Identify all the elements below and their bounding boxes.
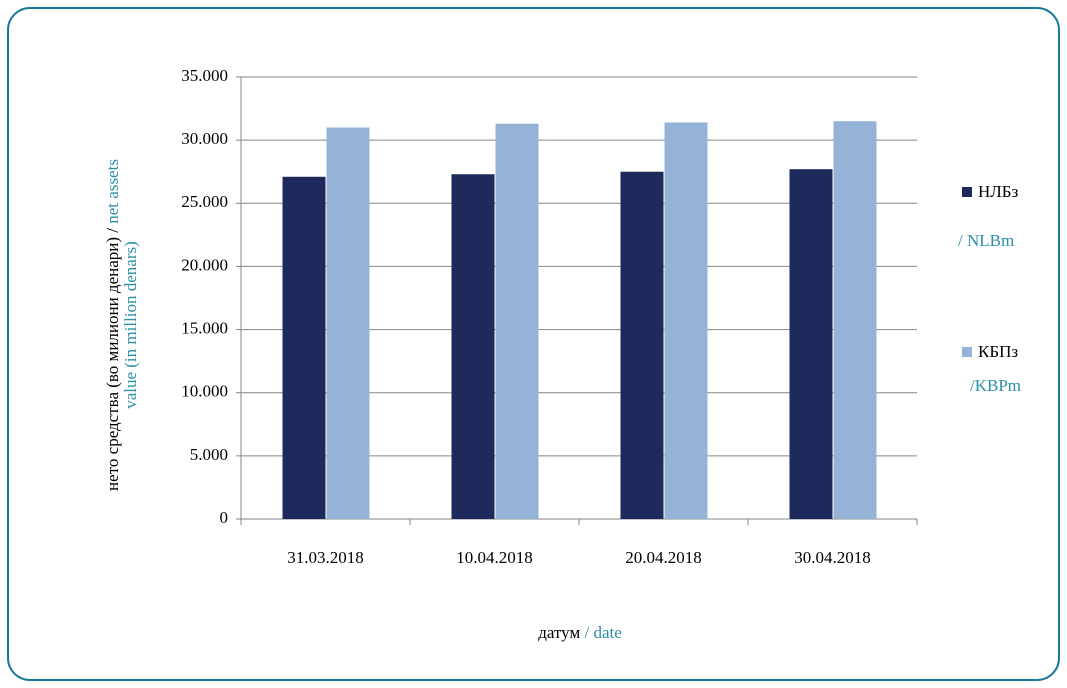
y-tick-label: 35.000 — [181, 66, 228, 85]
legend-label: КБПз — [978, 342, 1018, 361]
bar — [664, 122, 708, 519]
bar — [495, 123, 539, 520]
x-tick-label: 31.03.2018 — [287, 548, 364, 567]
y-label-en: net assets — [103, 159, 122, 224]
x-tick-label: 10.04.2018 — [456, 548, 533, 567]
bar — [620, 171, 664, 519]
legend-swatch — [962, 187, 972, 197]
x-tick-label: 30.04.2018 — [794, 548, 871, 567]
y-label-mk: нето средства (во милиони денари) / — [103, 224, 122, 491]
y-tick-label: 5.000 — [190, 445, 228, 464]
y-tick-label: 20.000 — [181, 255, 228, 274]
legend-swatch — [962, 347, 972, 357]
bar — [789, 169, 833, 519]
x-label-en: / date — [584, 623, 621, 642]
x-axis-label: датум / date — [538, 623, 622, 642]
y-axis-label-2: value (in million denars) — [121, 241, 140, 409]
bar — [326, 127, 370, 519]
bar — [451, 174, 495, 520]
legend-label-en: / NLBm — [958, 231, 1014, 250]
y-axis-label: нето средства (во милиони денари) / net … — [103, 159, 122, 491]
bar — [833, 121, 877, 519]
y-tick-label: 15.000 — [181, 318, 228, 337]
y-tick-label: 30.000 — [181, 129, 228, 148]
x-label-mk: датум — [538, 623, 584, 642]
y-tick-label: 25.000 — [181, 192, 228, 211]
legend-label: НЛБз — [978, 182, 1019, 201]
bar — [282, 176, 326, 519]
y-tick-label: 10.000 — [181, 382, 228, 401]
x-tick-label: 20.04.2018 — [625, 548, 702, 567]
legend-label-en: /KBPm — [970, 376, 1021, 395]
y-tick-label: 0 — [220, 508, 229, 527]
